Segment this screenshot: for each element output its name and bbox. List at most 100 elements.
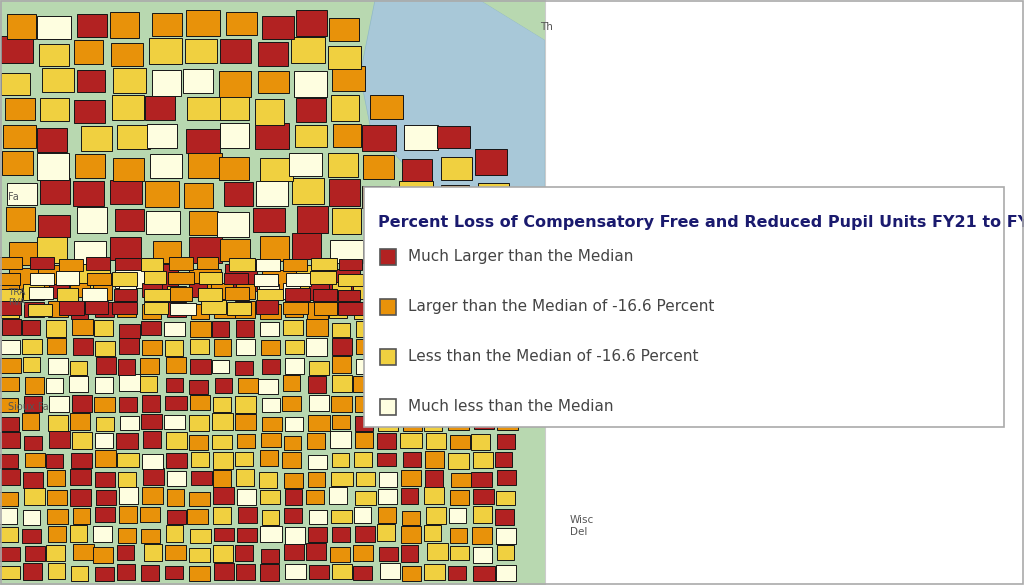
Bar bbox=[1, 340, 20, 354]
Bar bbox=[166, 453, 187, 469]
Bar bbox=[219, 157, 250, 180]
Bar bbox=[165, 545, 186, 560]
Bar bbox=[308, 415, 330, 431]
Bar bbox=[450, 435, 470, 449]
Bar bbox=[190, 339, 210, 355]
Bar bbox=[143, 544, 162, 561]
Bar bbox=[355, 525, 375, 542]
Bar bbox=[403, 414, 422, 431]
Bar bbox=[456, 304, 477, 316]
Bar bbox=[169, 257, 193, 270]
Bar bbox=[312, 289, 337, 301]
Bar bbox=[497, 545, 514, 560]
Bar bbox=[48, 301, 69, 317]
Bar bbox=[296, 9, 327, 36]
Bar bbox=[403, 452, 421, 467]
Bar bbox=[165, 340, 183, 356]
Bar bbox=[0, 301, 20, 315]
Bar bbox=[152, 70, 181, 96]
Bar bbox=[118, 359, 135, 375]
Bar bbox=[330, 546, 350, 562]
Text: Wisc
Del: Wisc Del bbox=[570, 515, 594, 537]
Bar bbox=[366, 256, 388, 269]
Bar bbox=[1, 36, 33, 63]
Bar bbox=[186, 10, 220, 36]
Bar bbox=[356, 359, 375, 374]
Bar bbox=[117, 564, 135, 580]
Bar bbox=[140, 359, 159, 374]
Bar bbox=[450, 546, 469, 560]
Bar bbox=[309, 565, 330, 579]
Bar bbox=[0, 377, 19, 391]
Bar bbox=[473, 303, 493, 319]
Bar bbox=[70, 490, 91, 505]
Bar bbox=[237, 564, 255, 580]
Bar bbox=[474, 265, 504, 289]
Bar bbox=[427, 543, 449, 560]
Bar bbox=[425, 377, 443, 393]
Bar bbox=[450, 508, 466, 523]
Bar bbox=[31, 273, 54, 285]
Bar bbox=[473, 505, 493, 523]
Bar bbox=[117, 433, 138, 449]
Bar bbox=[451, 272, 473, 285]
Bar bbox=[297, 206, 329, 233]
Bar bbox=[187, 153, 222, 178]
Bar bbox=[309, 510, 328, 524]
Bar bbox=[167, 286, 186, 300]
Bar bbox=[30, 257, 54, 269]
Bar bbox=[403, 301, 424, 317]
Bar bbox=[95, 377, 114, 393]
Bar bbox=[93, 526, 112, 542]
Bar bbox=[171, 303, 196, 315]
Bar bbox=[113, 95, 144, 121]
Bar bbox=[212, 321, 229, 337]
Bar bbox=[451, 284, 472, 299]
Bar bbox=[253, 208, 286, 232]
Bar bbox=[141, 414, 162, 429]
Bar bbox=[332, 208, 361, 234]
Bar bbox=[472, 395, 493, 412]
Text: Percent Loss of Compensatory Free and Reduced Pupil Units FY21 to FY23: Percent Loss of Compensatory Free and Re… bbox=[378, 215, 1024, 230]
Bar bbox=[24, 488, 45, 505]
Bar bbox=[328, 46, 360, 69]
Bar bbox=[285, 301, 303, 316]
Bar bbox=[309, 271, 336, 284]
Bar bbox=[189, 566, 210, 581]
Bar bbox=[117, 301, 136, 316]
Bar bbox=[260, 565, 279, 581]
Bar bbox=[153, 13, 182, 36]
Bar bbox=[403, 125, 438, 150]
Bar bbox=[1, 73, 30, 95]
Bar bbox=[352, 283, 373, 299]
Bar bbox=[331, 396, 352, 412]
Bar bbox=[307, 302, 328, 319]
Bar bbox=[85, 301, 109, 314]
Bar bbox=[167, 510, 186, 524]
Bar bbox=[49, 396, 69, 412]
Bar bbox=[496, 491, 515, 505]
Bar bbox=[379, 472, 397, 487]
Bar bbox=[229, 258, 255, 271]
Bar bbox=[143, 271, 167, 284]
Bar bbox=[329, 269, 360, 291]
Bar bbox=[190, 452, 209, 467]
Bar bbox=[26, 453, 45, 467]
Bar bbox=[378, 507, 395, 524]
Bar bbox=[498, 359, 514, 375]
Bar bbox=[307, 432, 325, 449]
Bar bbox=[49, 431, 71, 448]
Bar bbox=[402, 511, 420, 525]
Bar bbox=[23, 510, 40, 525]
Bar bbox=[236, 284, 255, 299]
Bar bbox=[23, 357, 40, 372]
Bar bbox=[286, 273, 310, 286]
Bar bbox=[400, 545, 418, 562]
Bar bbox=[285, 563, 305, 580]
Bar bbox=[260, 304, 282, 319]
Bar bbox=[213, 545, 233, 562]
Bar bbox=[262, 510, 280, 525]
Bar bbox=[95, 567, 114, 581]
Bar bbox=[292, 233, 322, 259]
Bar bbox=[456, 287, 479, 300]
